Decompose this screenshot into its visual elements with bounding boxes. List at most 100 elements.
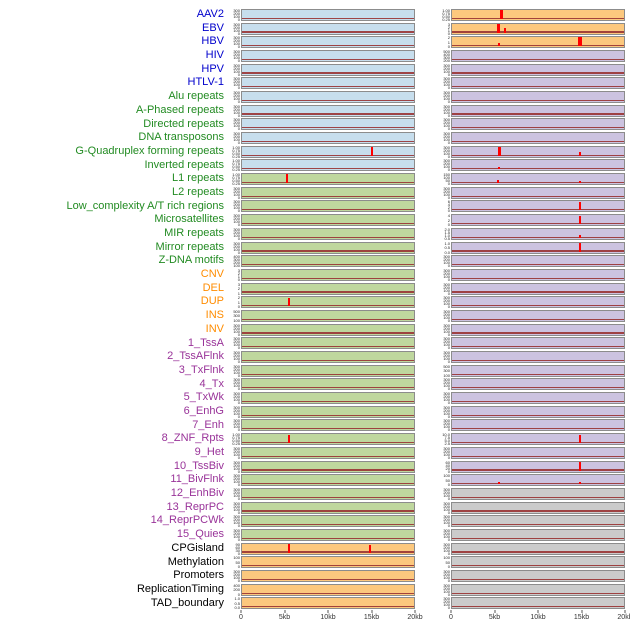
y-tick-label: 100	[233, 41, 240, 47]
y-tick-label: 200	[233, 24, 240, 30]
x-tick-label: 20kb	[407, 614, 423, 622]
left-signal-track	[241, 8, 415, 21]
y-tick-label: 200	[233, 339, 240, 345]
y-tick-label: 100	[233, 328, 240, 334]
track-row: 1_TssA 300 200 100 0 300 200 100 0	[0, 337, 630, 351]
y-tick-label: 0	[237, 71, 240, 76]
y-tick-label: 1	[447, 39, 450, 45]
right-signal-track	[451, 405, 625, 418]
y-tick-label: 200	[233, 530, 240, 536]
signal-baseline	[452, 469, 624, 471]
signal-baseline	[452, 441, 624, 444]
y-tick-label: 0	[237, 44, 240, 49]
signal-baseline	[242, 236, 414, 238]
signal-baseline	[452, 58, 624, 60]
left-signal-track	[241, 22, 415, 35]
y-tick-label: 0	[237, 482, 240, 487]
right-signal-track	[451, 241, 625, 254]
signal-spike	[579, 461, 582, 471]
y-tick-label: 0	[447, 359, 450, 364]
left-signal-track	[241, 36, 415, 49]
signal-spike	[579, 215, 582, 225]
signal-baseline	[452, 181, 624, 184]
right-signal-track	[451, 214, 625, 227]
signal-baseline	[242, 86, 414, 88]
right-signal-track	[451, 132, 625, 145]
y-tick-label: 100	[233, 556, 240, 561]
y-tick-label: 2	[237, 286, 240, 292]
signal-baseline	[242, 277, 414, 279]
signal-spike	[579, 243, 582, 252]
y-tick-label: 100	[443, 342, 450, 348]
right-signal-track	[451, 200, 625, 213]
y-tick-label: 0	[447, 468, 450, 473]
right-y-axis: 300 200 100 0	[438, 488, 451, 500]
right-y-axis: 300 200 100 0	[438, 283, 451, 295]
track-row: HBV 300 200 100 0 2 1 0	[0, 35, 630, 49]
y-tick-label: 300	[233, 104, 240, 109]
signal-baseline	[242, 291, 414, 293]
x-tick-label: 10kb	[530, 614, 546, 622]
track-row: 8_ZNF_Rpts 1.000.750.500.250.00 10.07.55.0…	[0, 432, 630, 446]
y-tick-label: 300	[443, 118, 450, 123]
left-y-axis: 300 200 100 0	[228, 36, 241, 48]
signal-baseline	[242, 113, 414, 115]
y-tick-label: 200	[443, 161, 450, 167]
x-tick-label: 5kb	[278, 614, 291, 622]
y-tick-label: 200	[233, 188, 240, 194]
signal-spike	[577, 37, 582, 47]
left-y-axis: 300 200 100 0	[228, 406, 241, 418]
track-row: Directed repeats 300 200 100 0 300 200 100 0	[0, 118, 630, 132]
y-tick-label: 0.5	[444, 245, 450, 251]
left-signal-track	[241, 392, 415, 405]
y-tick-label: 300	[233, 227, 240, 232]
left-y-axis: 300 200 100 0	[228, 64, 241, 76]
left-signal-track	[241, 241, 415, 254]
left-signal-track	[241, 364, 415, 377]
signal-baseline	[242, 441, 414, 444]
y-tick-label: 200	[233, 366, 240, 372]
y-tick-label: 1.00	[232, 145, 240, 150]
row-label: AAV2	[196, 8, 224, 20]
y-tick-label: 100	[233, 410, 240, 416]
signal-baseline	[242, 17, 414, 19]
left-signal-track	[241, 323, 415, 336]
row-label: Directed repeats	[143, 117, 224, 130]
left-signal-track	[241, 433, 415, 446]
left-signal-track	[241, 487, 415, 500]
y-tick-label: 300	[233, 528, 240, 533]
signal-spike	[579, 180, 582, 184]
y-tick-label: 50	[235, 559, 240, 565]
signal-baseline	[452, 565, 624, 567]
signal-baseline	[242, 168, 414, 170]
track-row: EBV 300 200 100 0 3 2 1 0	[0, 22, 630, 36]
y-tick-label: 0	[237, 30, 240, 35]
y-tick-label: 100	[233, 397, 240, 403]
left-signal-track	[241, 145, 415, 158]
signal-baseline	[452, 195, 624, 197]
left-y-axis: 300 200 100 0	[228, 214, 241, 226]
left-y-axis: 90 60 30 0	[228, 543, 241, 555]
y-tick-label: 2.0	[444, 227, 450, 232]
y-tick-label: 100	[443, 175, 450, 181]
y-tick-label: 200	[443, 120, 450, 126]
signal-baseline	[242, 346, 414, 348]
y-tick-label: 100	[443, 68, 450, 74]
y-tick-label: 100	[443, 356, 450, 362]
signal-baseline	[242, 99, 414, 101]
y-tick-label: 300	[233, 501, 240, 506]
right-signal-track	[451, 309, 625, 322]
y-tick-label: 0.50	[442, 13, 450, 19]
row-label: HIV	[205, 49, 224, 62]
left-signal-track	[241, 296, 415, 309]
y-tick-label: 20	[445, 465, 450, 471]
left-signal-track	[241, 474, 415, 487]
x-tick	[284, 610, 285, 614]
y-tick-label: 0	[447, 85, 450, 90]
left-signal-track	[241, 378, 415, 391]
signal-baseline	[452, 496, 624, 498]
left-y-axis: 300 200 100 0	[228, 9, 241, 21]
y-tick-label: 2	[447, 205, 450, 211]
y-tick-label: 100	[443, 506, 450, 512]
left-y-axis: 1.000.750.500.250.00	[228, 159, 241, 171]
